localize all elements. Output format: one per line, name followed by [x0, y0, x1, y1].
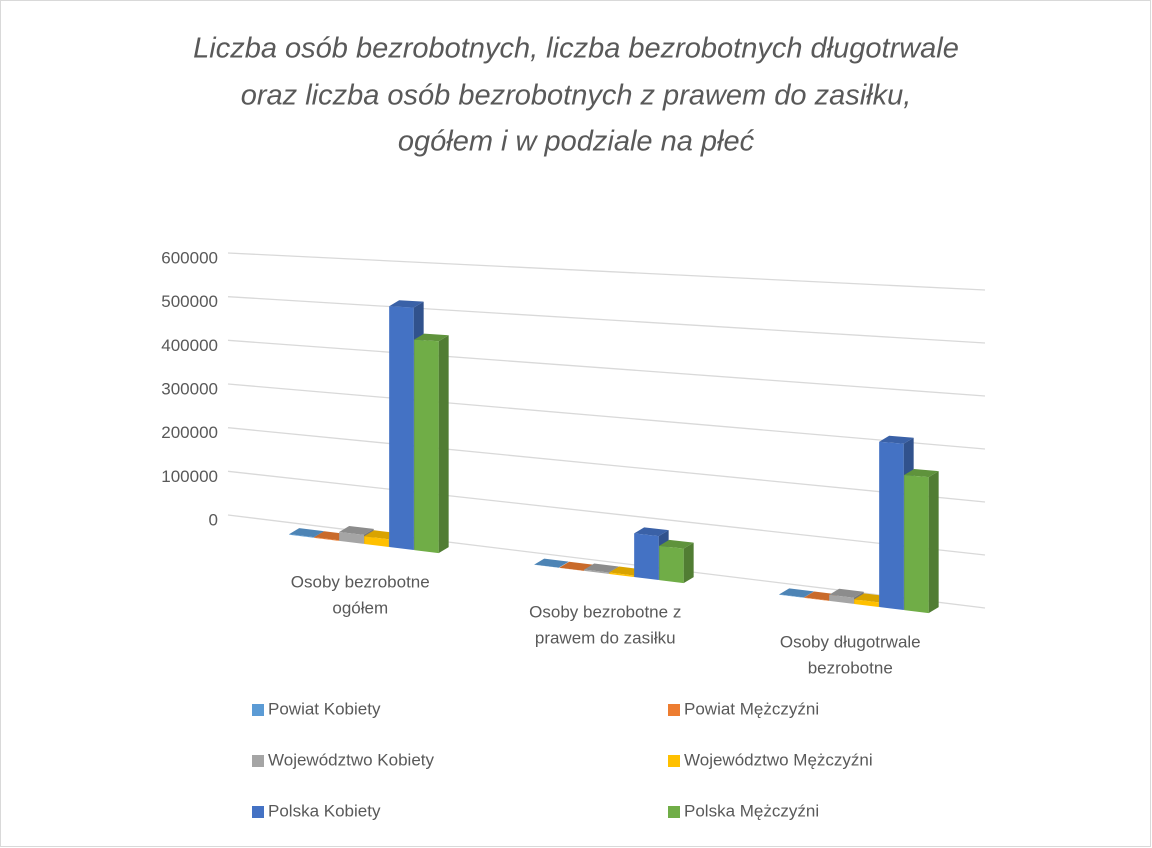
grid-line — [227, 427, 986, 503]
y-tick-label: 300000 — [161, 379, 218, 398]
legend-label: Województwo Kobiety — [268, 750, 434, 769]
bar-front — [289, 534, 314, 538]
bar-front — [634, 533, 659, 581]
bar-front — [854, 599, 879, 607]
bar-top — [904, 468, 939, 478]
y-tick-label: 600000 — [161, 248, 218, 267]
legend-swatch — [252, 806, 264, 818]
bar-top — [414, 333, 449, 342]
bar-top — [584, 563, 619, 573]
legend-label: Województwo Mężczyźni — [684, 750, 873, 769]
x-tick-label: Osoby bezrobotne ogółem — [291, 573, 430, 618]
y-tick-label: 100000 — [161, 467, 218, 486]
bar-top — [659, 539, 694, 549]
bar-side — [928, 471, 939, 614]
y-tick-label: 0 — [209, 510, 218, 529]
bar-top — [634, 527, 669, 537]
chart-title: oraz liczba osób bezrobotnych z prawem d… — [241, 80, 912, 112]
bar-front — [364, 536, 389, 547]
bar — [534, 558, 569, 568]
bar-side — [803, 591, 814, 598]
y-tick-label: 200000 — [161, 423, 218, 442]
bar-top — [289, 528, 324, 538]
grid-line — [227, 296, 986, 344]
legend-label: Powiat Kobiety — [268, 699, 381, 718]
grid-line — [227, 339, 986, 397]
legend-label: Powiat Mężczyźni — [684, 699, 819, 718]
bar — [659, 539, 694, 584]
bar-side — [683, 542, 694, 584]
chart-title: ogółem i w podziale na płeć — [398, 126, 755, 158]
legend-swatch — [668, 704, 680, 716]
bar — [414, 333, 449, 554]
legend-label: Polska Mężczyźni — [684, 801, 819, 820]
chart-title: Liczba osób bezrobotnych, liczba bezrobo… — [193, 33, 959, 65]
bar-top — [779, 588, 814, 598]
y-tick-label: 500000 — [161, 292, 218, 311]
bar-front — [339, 531, 364, 544]
bar-front — [414, 339, 439, 554]
y-tick-label: 400000 — [161, 336, 218, 355]
bar-top — [339, 525, 374, 535]
bar-side — [558, 561, 569, 568]
x-tick-label: Osoby długotrwale bezrobotne — [780, 633, 921, 678]
grid-line — [227, 252, 986, 291]
bar-top — [829, 588, 864, 598]
bar-top — [534, 558, 569, 568]
bar-front — [559, 567, 584, 571]
legend-label: Polska Kobiety — [268, 801, 381, 820]
bar-front — [659, 545, 684, 584]
bar-front — [904, 474, 929, 614]
bar-front — [879, 441, 904, 611]
legend-swatch — [668, 806, 680, 818]
bar-front — [829, 594, 854, 604]
grid-line — [227, 470, 986, 556]
legend-swatch — [252, 704, 264, 716]
bar-top — [879, 435, 914, 444]
bar-side — [438, 335, 449, 554]
bar — [779, 588, 814, 598]
bar-front — [584, 569, 609, 574]
bar-front — [804, 597, 829, 601]
bar-top — [559, 561, 594, 571]
bar-front — [389, 306, 414, 551]
bar-front — [314, 537, 339, 541]
bar — [904, 468, 939, 614]
x-tick-label: Osoby bezrobotne z prawem do zasiłku — [529, 603, 681, 648]
bar-front — [609, 572, 634, 577]
bar-front — [534, 564, 559, 568]
grid-line — [227, 383, 986, 450]
legend-swatch — [252, 755, 264, 767]
legend-swatch — [668, 755, 680, 767]
bar-front — [779, 594, 804, 598]
bar-top — [389, 300, 424, 308]
